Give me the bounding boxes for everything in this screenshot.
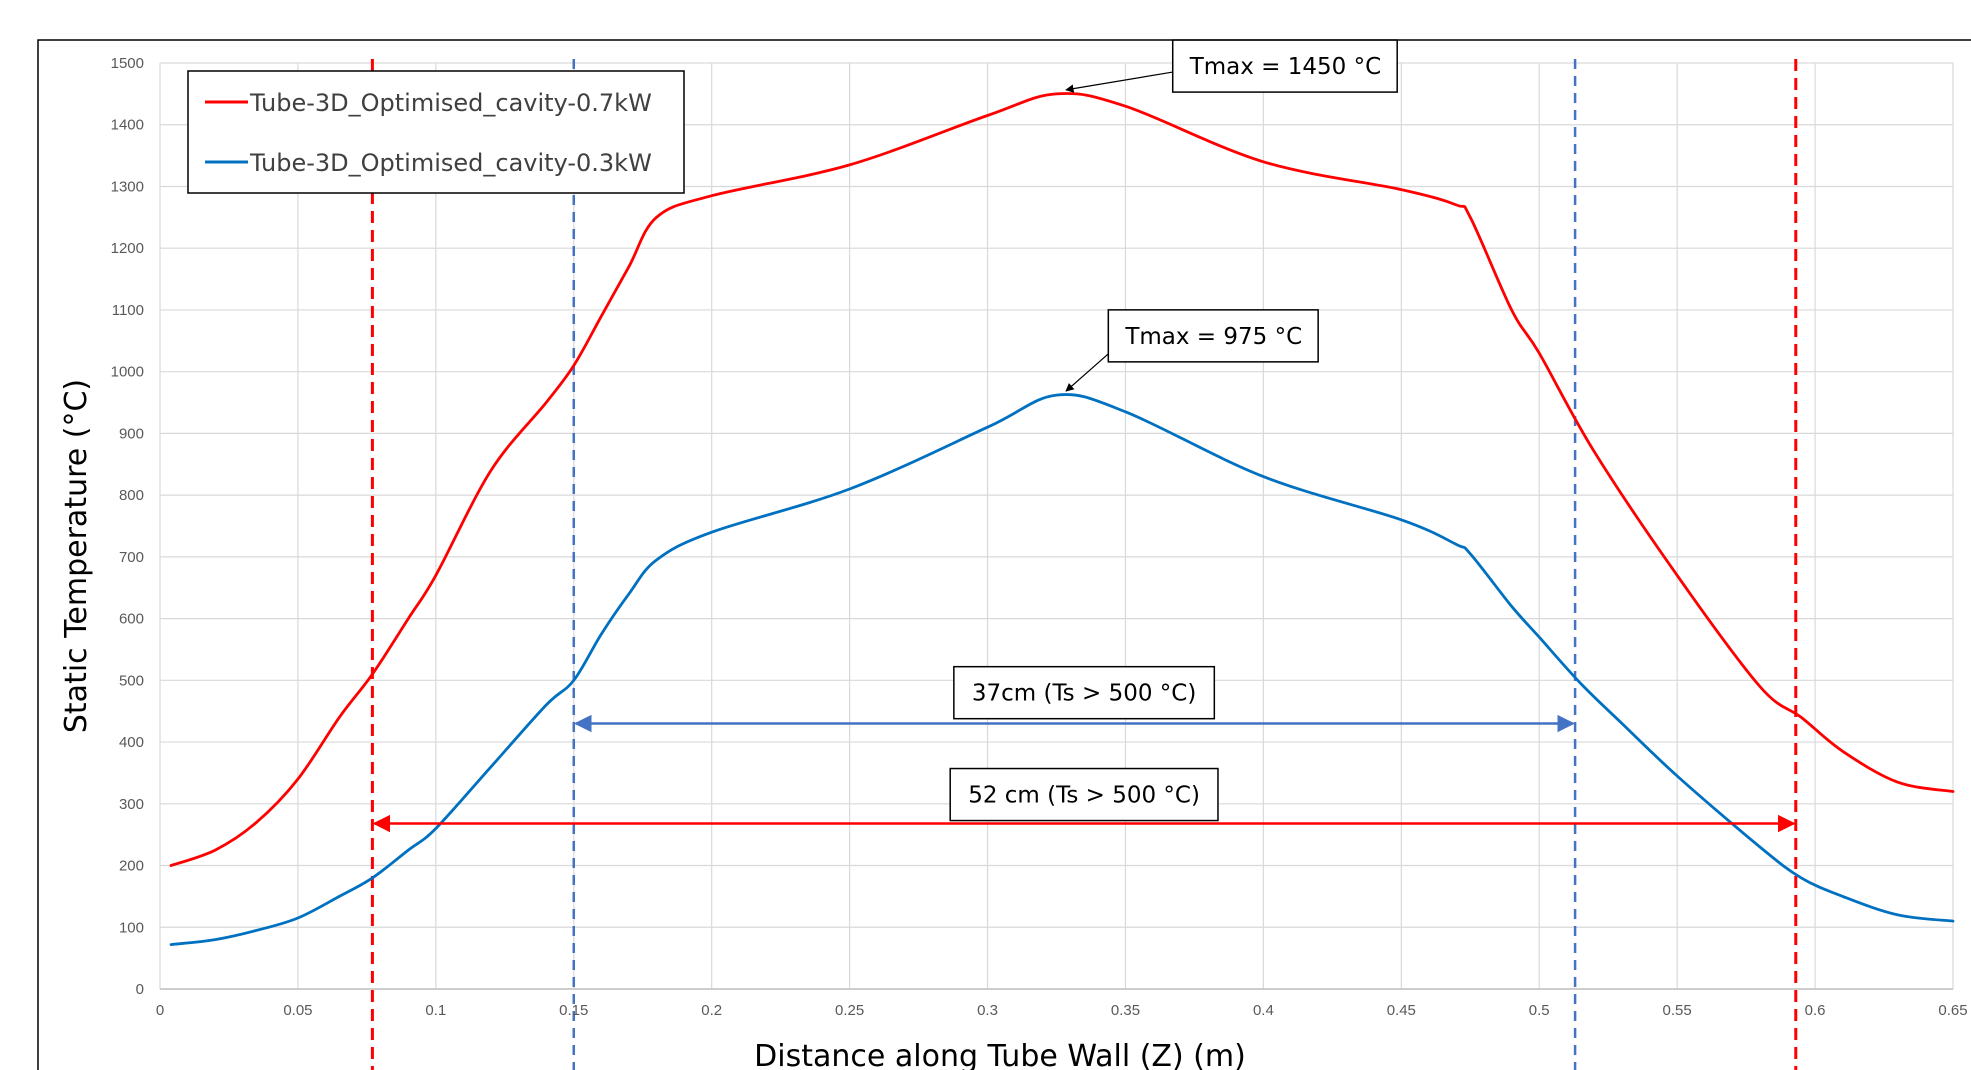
x-tick-label: 0.55 — [1663, 1002, 1692, 1019]
span-label-1: 52 cm (Ts > 500 °C) — [950, 769, 1218, 821]
x-tick-label: 0.5 — [1529, 1002, 1550, 1019]
x-tick-label: 0.35 — [1111, 1002, 1140, 1019]
x-tick-label: 0.6 — [1805, 1002, 1826, 1019]
x-tick-label: 0.65 — [1938, 1002, 1967, 1019]
y-tick-label: 1000 — [111, 364, 144, 381]
y-tick-label: 1200 — [111, 240, 144, 257]
x-tick-label: 0.4 — [1253, 1002, 1274, 1019]
callout-text-0: Tmax = 1450 °C — [1189, 54, 1381, 80]
y-tick-label: 900 — [119, 425, 144, 442]
x-tick-label: 0.05 — [283, 1002, 312, 1019]
y-axis-title: Static Temperature (°C) — [59, 379, 94, 733]
legend-label-0: Tube-3D_Optimised_cavity-0.7kW — [249, 89, 652, 117]
y-tick-label: 1300 — [111, 178, 144, 195]
callout-text-1: Tmax = 975 °C — [1124, 324, 1302, 350]
x-axis-title: Distance along Tube Wall (Z) (m) — [754, 1039, 1246, 1070]
x-tick-label: 0.1 — [425, 1002, 446, 1019]
y-tick-label: 1400 — [111, 117, 144, 134]
span-label-text-1: 52 cm (Ts > 500 °C) — [968, 783, 1200, 809]
x-tick-label: 0.25 — [835, 1002, 864, 1019]
x-tick-label: 0 — [156, 1002, 164, 1019]
x-tick-label: 0.3 — [977, 1002, 998, 1019]
y-tick-label: 100 — [119, 919, 144, 936]
callout-1: Tmax = 975 °C — [1108, 310, 1318, 362]
legend: Tube-3D_Optimised_cavity-0.7kW Tube-3D_O… — [188, 71, 684, 193]
y-tick-label: 1500 — [111, 55, 144, 72]
legend-label-1: Tube-3D_Optimised_cavity-0.3kW — [249, 149, 652, 177]
x-tick-label: 0.2 — [701, 1002, 722, 1019]
x-tick-label: 0.45 — [1387, 1002, 1416, 1019]
span-label-0: 37cm (Ts > 500 °C) — [954, 667, 1214, 719]
callout-0: Tmax = 1450 °C — [1173, 40, 1397, 92]
y-tick-label: 400 — [119, 734, 144, 751]
y-tick-label: 500 — [119, 672, 144, 689]
y-tick-label: 1100 — [112, 302, 144, 319]
y-tick-label: 0 — [136, 981, 144, 998]
y-tick-label: 300 — [119, 796, 144, 813]
span-label-text-0: 37cm (Ts > 500 °C) — [972, 681, 1196, 707]
y-tick-label: 700 — [119, 549, 144, 566]
chart-area-border — [38, 40, 1971, 1070]
y-tick-label: 600 — [119, 611, 144, 628]
y-tick-label: 200 — [119, 858, 144, 875]
x-tick-label: 0.15 — [559, 1002, 588, 1019]
y-tick-label: 800 — [119, 487, 144, 504]
